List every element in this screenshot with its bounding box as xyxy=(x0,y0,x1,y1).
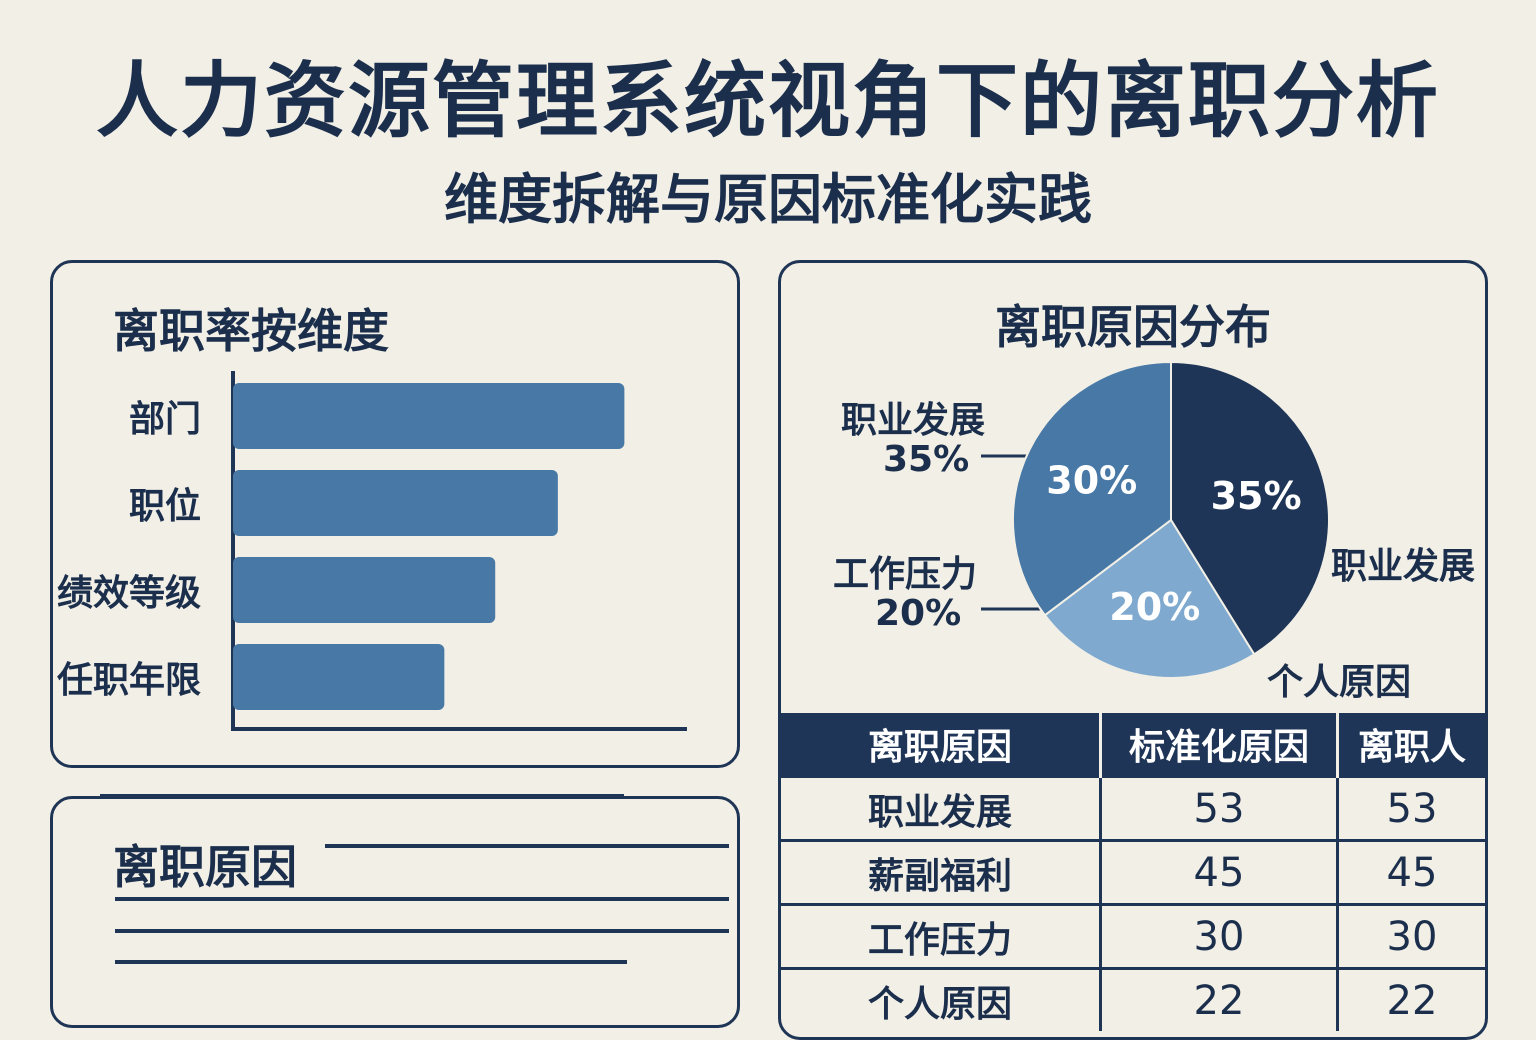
reasons-panel: 离职原因 xyxy=(50,796,740,1028)
bar xyxy=(233,644,445,710)
pie-slice xyxy=(1012,360,1172,617)
pie-ext-label-personal: 个人原因 xyxy=(1267,662,1412,703)
bar-category-label: 任职年限 xyxy=(56,660,201,701)
pie-ext-value-career: 35% xyxy=(883,439,970,480)
pie-slice-label: 20% xyxy=(1109,585,1200,629)
table-row: 薪副福利 45 45 xyxy=(781,839,1485,905)
table-row: 个人原因 22 22 xyxy=(781,967,1485,1031)
table-cell: 30 xyxy=(1100,903,1339,969)
table-cell: 职业发展 xyxy=(781,775,1102,841)
table-header-cell: 离职原因 xyxy=(781,713,1102,777)
table-cell: 22 xyxy=(1337,967,1485,1031)
bar-chart xyxy=(231,371,687,731)
pie-slice-label: 35% xyxy=(1211,474,1302,518)
pie-ext-value-pressure: 20% xyxy=(875,593,962,634)
table-header-cell: 标准化原因 xyxy=(1100,713,1339,777)
pie-ext-label-career-right: 职业发展 xyxy=(1331,546,1476,587)
bar-chart-panel: 离职率按维度 部门职位绩效等级任职年限 xyxy=(50,260,740,768)
pie-ext-label-career: 职业发展 xyxy=(841,400,986,441)
pie-slice xyxy=(1043,518,1256,679)
reasons-title: 离职原因 xyxy=(113,840,297,894)
pie-chart-panel: 离职原因分布 职业发展 35% 工作压力 20% 职业发展 个人原因 35% 20… xyxy=(778,260,1488,1040)
table-cell: 53 xyxy=(1337,775,1485,841)
reasons-lines xyxy=(115,844,729,964)
pie-ext-label-pressure: 工作压力 xyxy=(833,554,978,595)
bar-chart-title: 离职率按维度 xyxy=(113,304,389,358)
reason-table: 离职原因 标准化原因 离职人 职业发展 53 53 薪副福利 45 45 工作压… xyxy=(781,713,1485,1031)
bar xyxy=(233,470,558,536)
pie-chart-title: 离职原因分布 xyxy=(995,300,1271,354)
page-subtitle: 维度拆解与原因标准化实践 xyxy=(444,168,1092,231)
table-row: 工作压力 30 30 xyxy=(781,903,1485,969)
bar xyxy=(233,383,625,449)
table-cell: 45 xyxy=(1100,839,1339,905)
table-cell: 工作压力 xyxy=(781,903,1102,969)
table-row: 职业发展 53 53 xyxy=(781,775,1485,841)
table-header-row: 离职原因 标准化原因 离职人 xyxy=(781,713,1485,777)
table-cell: 薪副福利 xyxy=(781,839,1102,905)
table-cell: 22 xyxy=(1100,967,1339,1031)
bar-category-label: 绩效等级 xyxy=(56,573,201,614)
pie-slice-label: 30% xyxy=(1046,459,1137,503)
bar-category-label: 职位 xyxy=(128,486,201,527)
bar-category-label: 部门 xyxy=(128,399,201,440)
table-cell: 53 xyxy=(1100,775,1339,841)
table-header-cell: 离职人 xyxy=(1337,713,1485,777)
bar xyxy=(233,557,496,623)
table-cell: 45 xyxy=(1337,839,1485,905)
page-title: 人力资源管理系统视角下的离职分析 xyxy=(95,54,1440,149)
table-cell: 个人原因 xyxy=(781,967,1102,1031)
pie-slice xyxy=(1170,360,1330,656)
pie-chart: 35% 20% 30% xyxy=(981,360,1330,679)
table-cell: 30 xyxy=(1337,903,1485,969)
